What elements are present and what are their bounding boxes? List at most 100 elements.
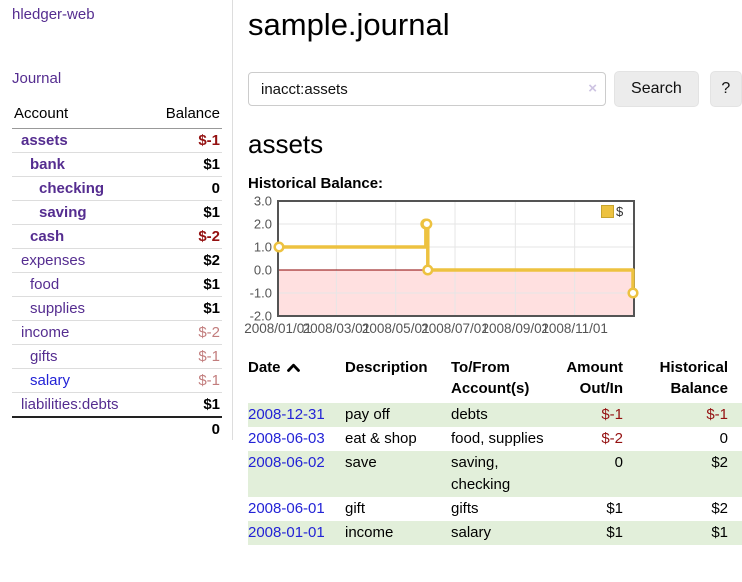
account-link[interactable]: gifts — [30, 348, 58, 365]
transaction-balance-cell: $1 — [711, 524, 728, 541]
register-header-row: Date Description To/From Account(s) Amount … — [248, 357, 742, 403]
sort-ascending-icon — [286, 363, 300, 372]
search-button[interactable]: Search — [614, 71, 699, 107]
account-balance: $1 — [203, 396, 220, 413]
account-balance: $1 — [203, 300, 220, 317]
account-link[interactable]: saving — [39, 204, 87, 221]
y-axis-tick-label: -1.0 — [250, 286, 272, 301]
x-axis-tick-label: 2008/03/01 — [303, 321, 371, 336]
transaction-description-cell: save — [345, 454, 377, 471]
account-link[interactable]: income — [21, 324, 70, 341]
account-balance: $-1 — [198, 132, 220, 149]
accounts-total-row: 0 — [12, 416, 222, 441]
clear-search-icon[interactable]: × — [588, 80, 598, 97]
transaction-amount-cell: $1 — [606, 500, 623, 517]
transaction-description-cell: gift — [345, 500, 366, 517]
transaction-accounts-cell: debts — [451, 406, 488, 423]
help-button[interactable]: ? — [709, 71, 742, 107]
historical-balance-chart[interactable]: 3.0 2.0 1.0 0.0 -1.0 -2.0 2008/01/01 2008/03/01… — [244, 194, 724, 340]
account-link[interactable]: expenses — [21, 252, 86, 269]
register-column-historical-balance: Historical Balance — [659, 359, 728, 397]
transaction-date-cell: 2008-01-01 — [248, 521, 345, 545]
account-row: saving $1 — [12, 201, 222, 225]
accounts-header-balance: Balance — [165, 105, 220, 122]
transaction-date-link[interactable]: 2008-06-02 — [248, 454, 325, 471]
account-balance: $1 — [203, 276, 220, 293]
transaction-accounts-cell: salary — [451, 524, 492, 541]
transaction-row: 2008-01-01 income salary $1 $1 — [248, 521, 742, 545]
account-link[interactable]: supplies — [30, 300, 86, 317]
x-axis-tick-label: 2008/01/01 — [244, 321, 312, 336]
transaction-date-cell: 2008-12-31 — [248, 403, 345, 427]
accounts-header: Account Balance — [12, 100, 222, 129]
app-brand-link[interactable]: hledger-web — [12, 6, 95, 23]
account-heading: assets — [248, 129, 324, 159]
transaction-row: 2008-06-02 save saving, checking 0 $2 — [248, 451, 742, 497]
accounts-header-account: Account — [14, 105, 69, 122]
account-link[interactable]: assets — [21, 132, 68, 149]
transaction-accounts-cell: food, supplies — [451, 430, 544, 447]
x-axis-tick-label: 2008/09/01 — [482, 321, 550, 336]
account-row: liabilities:debts $1 — [12, 393, 222, 417]
transaction-description-cell: income — [345, 524, 394, 541]
transaction-amount-cell: $-1 — [601, 406, 623, 423]
register-column-amount-out-in: Amount Out/In — [566, 359, 623, 397]
account-balance: $-2 — [198, 324, 220, 341]
x-axis-tick-label: 2008/07/01 — [421, 321, 489, 336]
y-axis-tick-label: 3.0 — [254, 194, 272, 209]
transaction-balance-cell: $2 — [711, 454, 728, 471]
account-link[interactable]: cash — [30, 228, 65, 245]
account-link[interactable]: food — [30, 276, 60, 293]
y-axis-tick-label: -2.0 — [250, 309, 272, 324]
x-axis-tick-label: 2008/05/01 — [362, 321, 430, 336]
account-row: expenses $2 — [12, 249, 222, 273]
account-row: gifts $-1 — [12, 345, 222, 369]
transaction-date-link[interactable]: 2008-06-03 — [248, 430, 325, 447]
account-row: checking 0 — [12, 177, 222, 201]
account-balance: $-1 — [198, 348, 220, 365]
nav-journal-link[interactable]: Journal — [12, 70, 62, 87]
transaction-balance-cell: $-1 — [706, 406, 728, 423]
search-input[interactable] — [248, 72, 607, 106]
transaction-date-link[interactable]: 2008-06-01 — [248, 500, 325, 517]
register-column-date[interactable]: Date — [248, 357, 345, 403]
search-bar: × Search ? — [248, 71, 742, 107]
transaction-date-link[interactable]: 2008-12-31 — [248, 406, 325, 423]
account-link[interactable]: checking — [39, 180, 105, 197]
account-row: assets $-1 — [12, 129, 222, 153]
main-content: sample.journal × Search ? assets Histori… — [233, 0, 742, 582]
transaction-date-cell: 2008-06-03 — [248, 427, 345, 451]
account-link[interactable]: liabilities:debts — [21, 396, 119, 413]
account-row: food $1 — [12, 273, 222, 297]
account-row: salary $-1 — [12, 369, 222, 393]
transaction-row: 2008-12-31 pay off debts $-1 $-1 — [248, 403, 742, 427]
account-link[interactable]: salary — [30, 372, 71, 389]
account-row: income $-2 — [12, 321, 222, 345]
account-balance: 0 — [211, 180, 220, 197]
register-table: Date Description To/From Account(s) Amount … — [248, 357, 742, 545]
transaction-accounts-cell: saving, checking — [451, 454, 511, 493]
y-axis-tick-label: 1.0 — [254, 240, 272, 255]
account-balance: $1 — [203, 204, 220, 221]
transaction-description-cell: pay off — [345, 406, 390, 423]
transaction-date-link[interactable]: 2008-01-01 — [248, 524, 325, 541]
chart-plot[interactable]: 3.0 2.0 1.0 0.0 -1.0 -2.02008/01/012008/03/01… — [244, 194, 724, 340]
transaction-date-cell: 2008-06-01 — [248, 497, 345, 521]
account-row: supplies $1 — [12, 297, 222, 321]
transaction-balance-cell: $2 — [711, 500, 728, 517]
account-row: bank $1 — [12, 153, 222, 177]
account-balance: $-1 — [198, 372, 220, 389]
accounts-list: assets $-1 bank $1 checking 0 saving $1 cash $-2 e… — [12, 129, 222, 417]
accounts-total-value: 0 — [211, 421, 220, 438]
transaction-accounts-cell: gifts — [451, 500, 479, 517]
transaction-row: 2008-06-01 gift gifts $1 $2 — [248, 497, 742, 521]
transaction-date-cell: 2008-06-02 — [248, 451, 345, 497]
sidebar: hledger-web Journal Account Balance asse… — [0, 0, 233, 440]
y-axis-tick-label: 2.0 — [254, 217, 272, 232]
account-link[interactable]: bank — [30, 156, 66, 173]
transaction-balance-cell: 0 — [719, 430, 728, 447]
account-row: cash $-2 — [12, 225, 222, 249]
account-balance: $-2 — [198, 228, 220, 245]
y-axis-tick-label: 0.0 — [254, 263, 272, 278]
transaction-amount-cell: $-2 — [601, 430, 623, 447]
